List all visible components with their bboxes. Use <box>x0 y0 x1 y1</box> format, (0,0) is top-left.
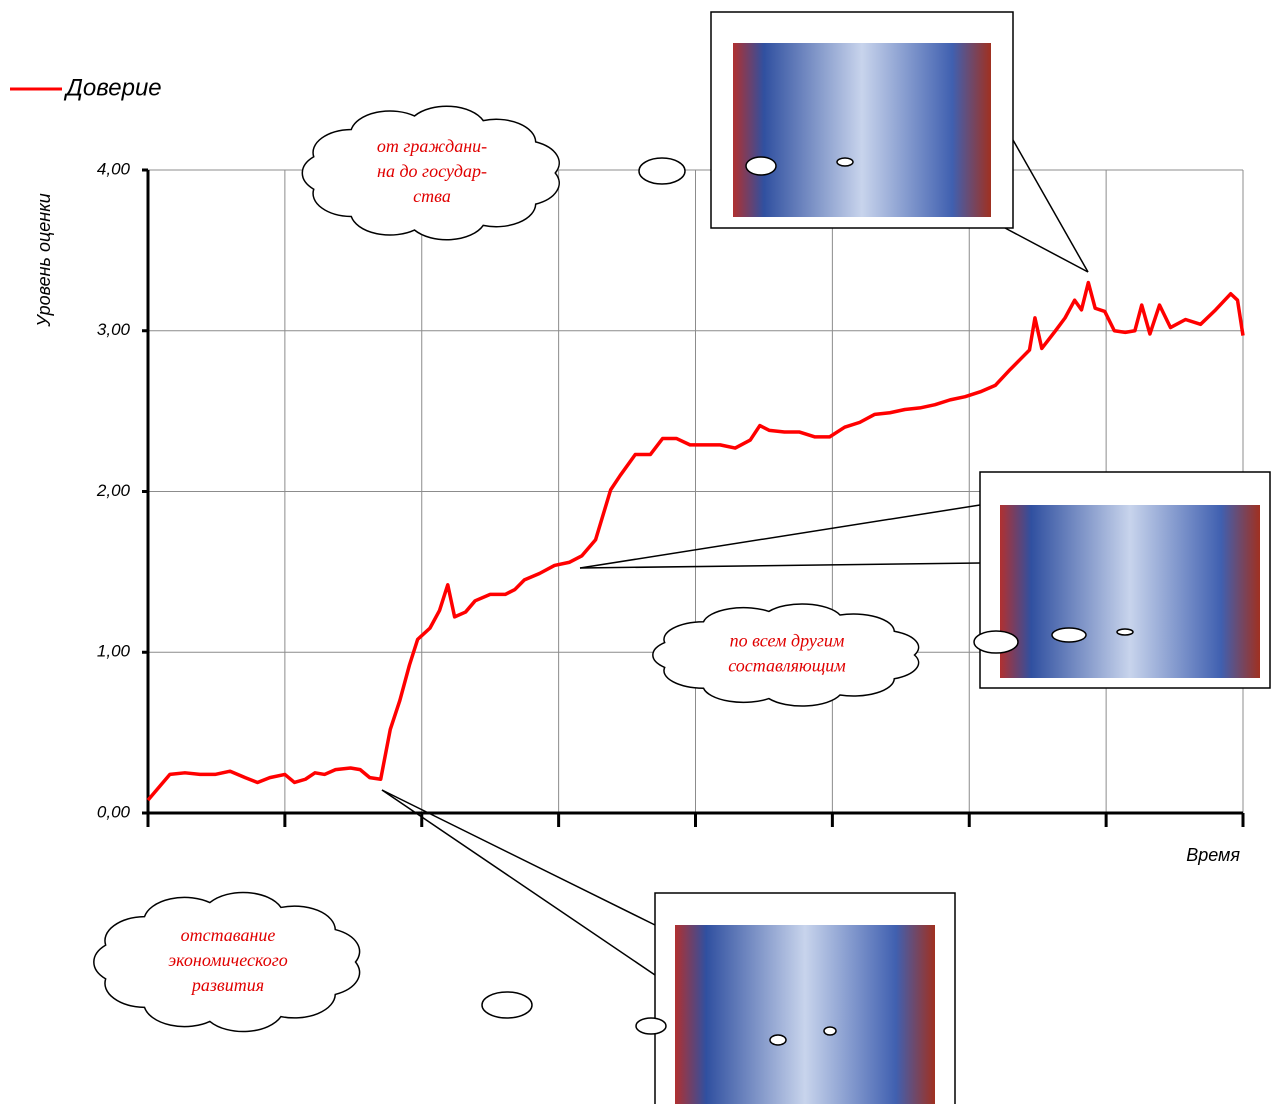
thought-bubble <box>481 991 533 1019</box>
cloud-text: на до государ- <box>377 161 487 181</box>
cloud-text: отставание <box>181 925 276 945</box>
cloud-text: по всем другим <box>730 631 845 651</box>
series-line <box>146 280 1245 802</box>
thought-bubble <box>638 157 686 185</box>
photo <box>675 925 935 1104</box>
y-axis-title: Уровень оценки <box>34 193 54 327</box>
y-tick-label: 4,00 <box>97 159 131 178</box>
cloud-text: от граждани- <box>377 136 487 156</box>
x-axis-title: Время <box>1186 845 1240 865</box>
y-tick-label: 1,00 <box>97 642 131 661</box>
thought-bubble <box>836 157 854 167</box>
callouts <box>381 11 1271 1104</box>
thought-bubble <box>973 630 1019 654</box>
photo <box>1000 505 1260 678</box>
thought-bubble <box>769 1034 787 1046</box>
pointer <box>381 789 656 976</box>
y-tick-label: 2,00 <box>96 481 131 500</box>
cloud-text: составляющим <box>728 656 846 676</box>
cloud-text: ства <box>413 186 451 206</box>
pointer <box>1012 139 1089 273</box>
photo <box>733 43 991 217</box>
cloud <box>301 105 560 241</box>
y-tick-label: 0,00 <box>97 802 131 821</box>
pointer <box>579 504 981 569</box>
y-tick-label: 3,00 <box>97 320 131 339</box>
pointer <box>579 562 981 569</box>
thought-bubble <box>1051 627 1087 643</box>
thought-bubble <box>635 1017 667 1035</box>
thought-bubble <box>1116 628 1134 636</box>
cloud-text: экономического <box>168 950 288 970</box>
pointer <box>381 789 656 926</box>
thought-bubble <box>823 1026 837 1036</box>
cloud-text: развития <box>190 975 264 995</box>
clouds: от граждани-на до государ-ства по всем др… <box>93 105 920 1033</box>
thought-bubble <box>745 156 777 176</box>
legend-label: Доверие <box>63 74 162 101</box>
cloud <box>93 891 361 1033</box>
pointer <box>1004 227 1089 273</box>
cloud <box>652 603 920 707</box>
